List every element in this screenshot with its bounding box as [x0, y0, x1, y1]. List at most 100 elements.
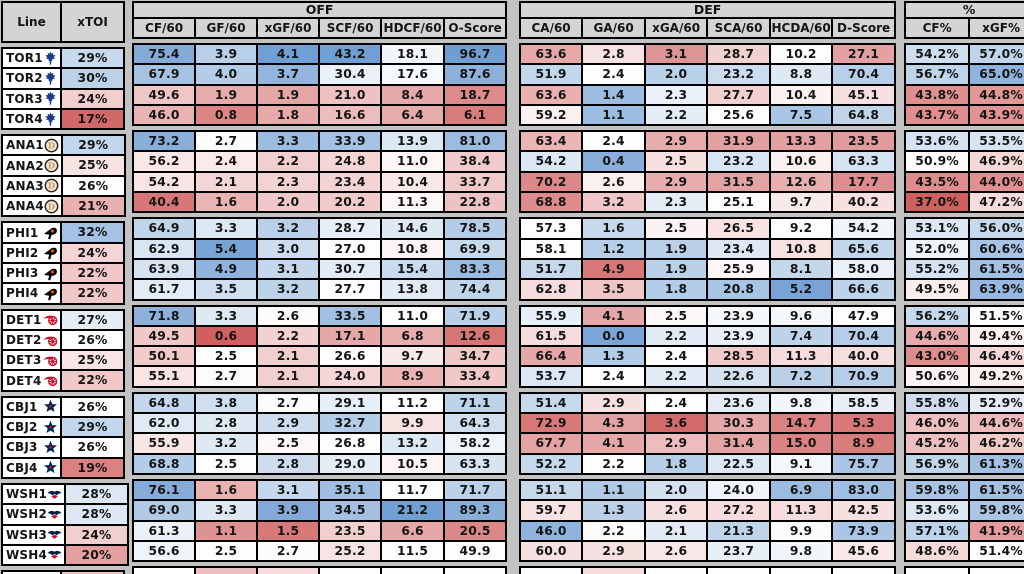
stat-cell-xgf-60: 2.2: [256, 324, 321, 348]
table-row: CBJ2 29%: [1, 416, 125, 439]
stat-cell-hcda-60: 9.8: [769, 539, 834, 563]
table-row: 56.6 2.5 2.7 25.2 11.5 49.9: [132, 539, 508, 563]
stat-cell-d-score: 23.5: [831, 130, 897, 153]
stat-cell-scf-60: 30.7: [318, 257, 383, 281]
line-label: TOR4: [4, 112, 59, 127]
stat-cell-d-score: 42.5: [831, 499, 897, 522]
stat-cell-d-score: 70.4: [831, 63, 897, 86]
stat-cell-scf-60: [318, 566, 383, 574]
xtoi-cell: 24%: [60, 241, 125, 264]
table-row: 67.9 4.0 3.7 30.4 17.6 87.6: [132, 63, 508, 86]
stat-cell-xga-60: 2.9: [644, 170, 709, 194]
panel-off-stats: OFF CF/60 GF/60 xGF/60 SCF/60 HDCF/60 O-Score 7…: [132, 1, 508, 574]
table-row: DET1 27%: [1, 308, 125, 331]
stat-cell-xgf-60: 2.7: [256, 391, 321, 415]
stat-cell-xgf-60: 2.3: [256, 170, 321, 194]
stat-cell-xgf-60: 2.9: [256, 412, 321, 435]
stat-cell-d-score: 47.9: [831, 304, 897, 327]
stat-cell-ga-60: 1.3: [581, 345, 647, 368]
stat-cell-xgf-60: 2.8: [256, 452, 321, 475]
line-name: PHI1: [6, 225, 39, 240]
line-name: PHI2: [6, 245, 39, 260]
xtoi-cell: 26%: [60, 436, 125, 459]
stat-cell-cf-60: 46.0: [132, 103, 197, 127]
stat-cell-d-score: 64.8: [831, 103, 897, 127]
stat-cell-ca-60: 61.5: [519, 324, 584, 348]
stat-cell-gf-60: 3.2: [194, 432, 259, 455]
detroit-red-wings-logo: [43, 353, 58, 368]
line-label-cell: CBJ2: [1, 416, 62, 439]
table-row: 43.5% 44.0%: [904, 170, 1024, 194]
stat-cell-cfpct: 43.7%: [904, 103, 971, 127]
table-row: 59.7 1.3 2.6 27.2 11.3 42.5: [519, 499, 897, 522]
stat-cell-ca-60: 70.2: [519, 170, 584, 194]
stat-cell-scf-60: 16.6: [318, 103, 383, 127]
xtoi-cell: 22%: [60, 282, 125, 305]
stat-cell-cfpct: 37.0%: [904, 191, 971, 214]
table-row: 56.9% 61.3%: [904, 452, 1024, 475]
stat-cell-gf-60: 3.8: [194, 391, 259, 415]
stat-cell-hdcf-60: 9.9: [380, 412, 446, 435]
stat-cell-ga-60: 2.9: [581, 391, 647, 415]
stat-cell-cfpct: 56.2%: [904, 304, 971, 327]
line-label: WSH1: [4, 487, 63, 502]
stat-cell-d-score: 40.0: [831, 345, 897, 368]
stat-cell-hcda-60: 8.8: [769, 63, 834, 86]
line-label: DET4: [4, 373, 59, 388]
xtoi-cell: 24%: [60, 87, 125, 110]
stat-cell-xgfpct: 49.4%: [968, 324, 1024, 348]
stat-cell-hdcf-60: 11.5: [380, 539, 446, 563]
line-label-cell: ANA4 D: [1, 195, 63, 218]
line-label-cell: TOR2: [1, 67, 62, 90]
stat-cell-scf-60: 34.5: [318, 499, 383, 522]
xtoi-cell: 29%: [60, 134, 126, 157]
line-name: CBJ3: [6, 440, 38, 455]
stat-cell-xgfpct: [968, 566, 1024, 574]
line-label: ANA4 D: [4, 199, 60, 214]
toronto-maple-leafs-logo: [43, 91, 58, 106]
stat-cell-hcda-60: 9.1: [769, 452, 834, 475]
line-label: ANA3 D: [4, 178, 60, 193]
table-row: 46.0 2.2 2.1 21.3 9.9 73.9: [519, 519, 897, 542]
stat-cell-xgf-60: 1.8: [256, 103, 321, 127]
stat-cell-xgfpct: 65.0%: [968, 63, 1024, 86]
line-name: CBJ1: [6, 399, 38, 414]
stat-cell-d-score: 66.6: [831, 278, 897, 301]
philadelphia-flyers-logo: [43, 245, 58, 260]
stat-cell-xga-60: 2.3: [644, 83, 709, 106]
stat-cell-xgfpct: 52.9%: [968, 391, 1024, 415]
stat-cell-xgf-60: 3.7: [256, 63, 321, 86]
line-name: WSH2: [6, 507, 48, 522]
stat-cell-sca-60: 27.2: [706, 499, 772, 522]
stat-cell-o-score: 58.2: [443, 432, 508, 455]
stat-cell-d-score: 45.1: [831, 83, 897, 106]
stat-cell-ca-60: 51.4: [519, 391, 584, 415]
stat-cell-d-score: 5.3: [831, 412, 897, 435]
table-row: 66.4 1.3 2.4 28.5 11.3 40.0: [519, 345, 897, 368]
table-row: 51.4 2.9 2.4 23.6 9.8 58.5: [519, 391, 897, 415]
stat-cell-gf-60: 3.3: [194, 499, 259, 522]
line-name: DET3: [6, 353, 42, 368]
stat-cell-hcda-60: 9.9: [769, 519, 834, 542]
stat-cell-scf-60: 25.2: [318, 539, 383, 563]
line-label-cell: PHI4: [1, 282, 62, 305]
stat-cell-cfpct: 48.6%: [904, 539, 971, 563]
stat-cell-o-score: 33.7: [443, 170, 508, 194]
stat-cell-ca-60: 66.4: [519, 345, 584, 368]
stat-cell-sca-60: 26.5: [706, 217, 772, 240]
stat-cell-ca-60: 72.9: [519, 412, 584, 435]
stat-cell-ca-60: 59.7: [519, 499, 584, 522]
table-row: 63.6 2.8 3.1 28.7 10.2 27.1: [519, 42, 897, 66]
stat-cell-scf-60: 26.6: [318, 345, 383, 368]
stat-cell-hdcf-60: 9.7: [380, 345, 446, 368]
stat-cell-hdcf-60: 6.8: [380, 324, 446, 348]
stat-cell-gf-60: 1.6: [194, 191, 259, 214]
stat-cell-cf-60: 61.7: [132, 278, 197, 301]
stat-cell-gf-60: 2.4: [194, 150, 259, 173]
stat-cell-cf-60: 63.9: [132, 257, 197, 281]
stat-cell-gf-60: 5.4: [194, 237, 259, 260]
line-name: PHI3: [6, 266, 39, 281]
columbus-blue-jackets-logo: [43, 460, 58, 475]
stat-cell-scf-60: 17.1: [318, 324, 383, 348]
table-row: 46.0 0.8 1.8 16.6 6.4 6.1: [132, 103, 508, 127]
